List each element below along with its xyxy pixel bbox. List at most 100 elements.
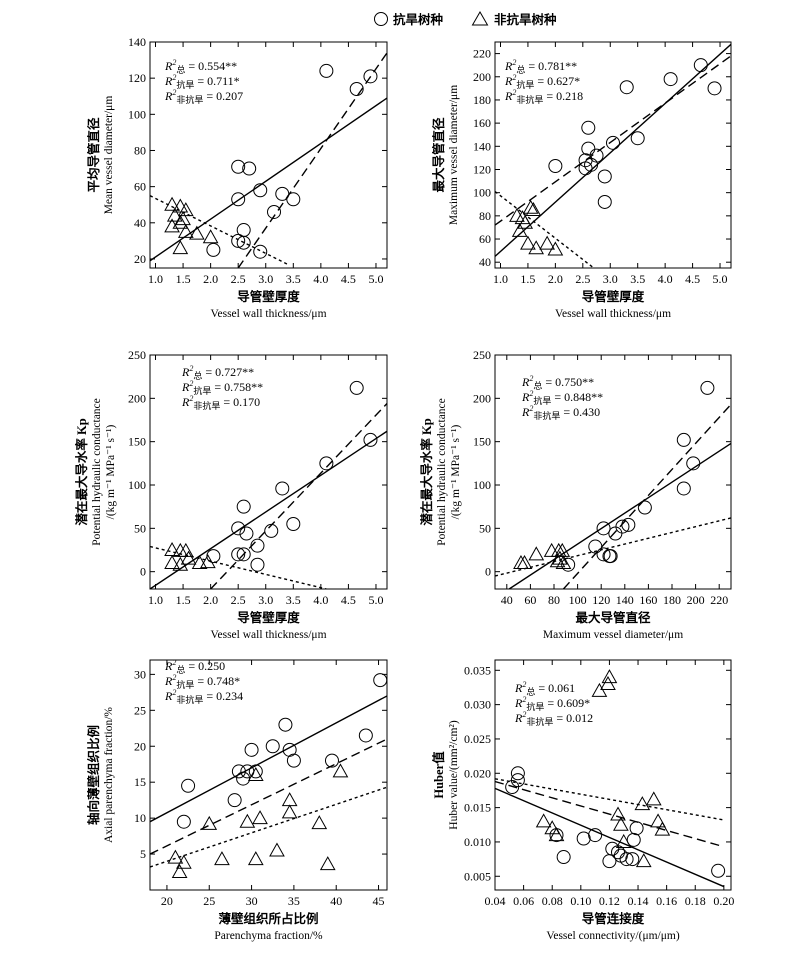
legend-nondrought-label: 非抗旱树种 [494, 12, 557, 27]
drought-point [349, 82, 364, 97]
r2-label-3: R2非抗旱 = 0.012 [514, 710, 593, 727]
drought-point [181, 778, 196, 793]
regression-lines [495, 43, 731, 268]
drought-point [621, 517, 636, 532]
nondrought-point [522, 199, 539, 214]
drought-point [250, 538, 265, 553]
nondrought-point [175, 211, 191, 226]
x-tick-label: 1.5 [520, 272, 535, 286]
regression-line-total [150, 695, 387, 823]
nondrought-point [202, 229, 219, 244]
x-tick-label: 2.5 [231, 593, 246, 607]
drought-point [556, 850, 571, 865]
nondrought-point [177, 202, 194, 217]
chart-panel-4: 40 60 80 100 120 140 160 180 200 220 0 50 100 150 200 2… [419, 348, 732, 641]
x-tick-label: 1.5 [176, 272, 191, 286]
x-tick-label: 3.0 [258, 272, 273, 286]
nondrought-point [528, 240, 545, 255]
regression-line-drought [495, 780, 725, 848]
drought-point [227, 793, 242, 808]
x-tick-label: 3.5 [286, 272, 301, 286]
y-tick-label: 100 [128, 107, 146, 121]
drought-point [264, 523, 279, 538]
y-tick-label: 200 [473, 70, 491, 84]
drought-point [231, 764, 246, 779]
nondrought-point [311, 815, 328, 830]
r2-label-2: R2抗旱 = 0.758** [181, 379, 263, 396]
x-tick-label: 2.0 [203, 272, 218, 286]
x-tick-label: 5.0 [713, 272, 728, 286]
y-tick-label: 0.035 [464, 663, 491, 677]
regression-line-nondrought [495, 517, 731, 577]
y-tick-label: 10 [134, 811, 146, 825]
y-axis-label-en: Huber value/(mm²/cm²) [448, 720, 460, 830]
y-tick-label: 80 [479, 209, 491, 223]
r2-label-1: R2总 = 0.554** [164, 58, 237, 75]
drought-point [206, 242, 221, 257]
drought-point [619, 80, 634, 95]
drought-point [231, 192, 246, 207]
x-tick-label: 40 [330, 894, 342, 908]
x-tick-label: 0.12 [599, 894, 620, 908]
x-tick-label: 1.0 [493, 272, 508, 286]
chart-panel-6: 0.04 0.06 0.08 0.10 0.12 0.14 0.16 0.18 0.20 0.00… [431, 659, 734, 942]
nondrought-point [239, 813, 256, 828]
drought-point [510, 773, 525, 788]
x-tick-label: 2.5 [231, 272, 246, 286]
x-tick-label: 4.5 [341, 272, 356, 286]
nondrought-point [164, 196, 180, 211]
nondrought-point [214, 851, 230, 866]
drought-point [510, 766, 525, 781]
r2-label-3: R2非抗旱 = 0.207 [164, 88, 243, 105]
nondrought-point [319, 856, 336, 871]
nondrought-point [509, 207, 525, 222]
drought-point [253, 183, 268, 198]
regression-line-nondrought [150, 545, 327, 589]
y-tick-label: 5 [140, 847, 146, 861]
regression-lines [150, 403, 387, 589]
regression-line-drought [562, 403, 731, 589]
nondrought-point [645, 791, 662, 806]
drought-point [286, 753, 301, 768]
drought-point [615, 519, 630, 534]
nondrought-point [191, 554, 208, 569]
drought-point [548, 159, 563, 174]
nondrought-point [544, 820, 561, 835]
y-axis-label-en: Maximum vessel diameter/μm [448, 85, 460, 225]
x-tick-label: 220 [710, 593, 728, 607]
drought-point [231, 233, 246, 248]
y-tick-label: 50 [134, 521, 146, 535]
r2-label-3: R2非抗旱 = 0.234 [164, 688, 243, 705]
nondrought-point [247, 766, 264, 781]
x-tick-label: 40 [501, 593, 513, 607]
drought-point [236, 499, 251, 514]
x-tick-label: 80 [548, 593, 560, 607]
drought-point [176, 814, 191, 829]
x-tick-label: 0.04 [485, 894, 506, 908]
drought-point [239, 526, 254, 541]
y-tick-label: 100 [473, 478, 491, 492]
x-axis-label-en: Maximum vessel diameter/μm [543, 629, 683, 641]
y-tick-label: 0 [485, 565, 491, 579]
drought-point [693, 58, 708, 73]
drought-point [236, 547, 251, 562]
y-axis-label-en: Potential hydraulic conductance [436, 398, 448, 546]
drought-point [319, 456, 334, 471]
y-tick-label: 0.020 [464, 766, 491, 780]
drought-point [711, 863, 726, 878]
x-tick-label: 0.20 [713, 894, 734, 908]
drought-point [363, 432, 378, 447]
nondrought-point [269, 842, 285, 857]
x-tick-label: 2.5 [575, 272, 590, 286]
nondrought-point [547, 241, 564, 256]
drought-point [630, 131, 645, 146]
plot-frame [494, 41, 732, 269]
regression-line-total [150, 430, 387, 589]
r2-label-2: R2抗旱 = 0.609* [514, 695, 590, 712]
regression-lines [150, 695, 387, 868]
drought-point [626, 832, 641, 847]
r2-label-1: R2总 = 0.727** [181, 364, 254, 381]
nondrought-point [172, 240, 189, 255]
drought-point [588, 828, 603, 843]
